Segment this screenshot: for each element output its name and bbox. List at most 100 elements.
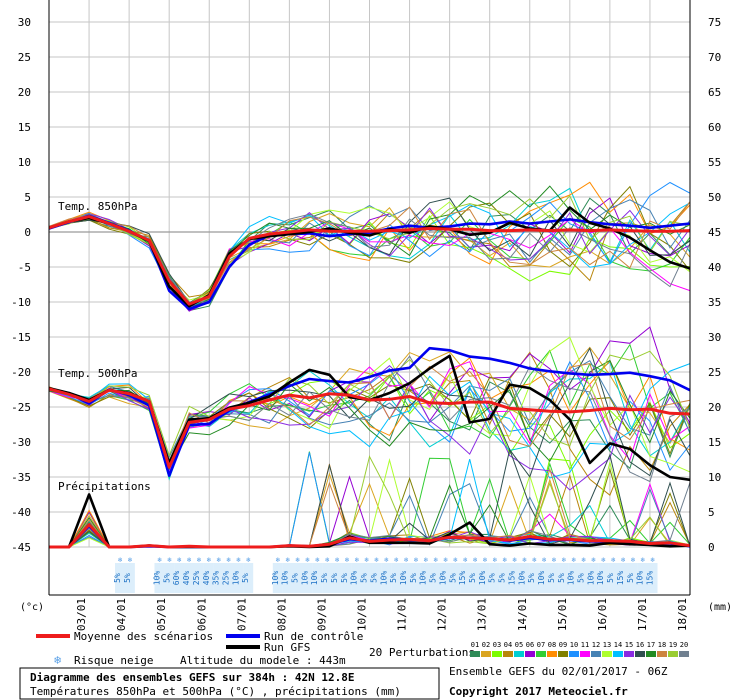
snowflake-icon: ❄	[226, 556, 230, 564]
snow-risk-cell	[598, 563, 609, 593]
snowflake-icon: ❄	[374, 556, 378, 564]
snow-risk-value: 15%	[507, 571, 516, 586]
perturbation-swatch	[602, 651, 612, 657]
perturbation-swatch-label: 19	[669, 641, 677, 649]
perturbation-09-t850	[48, 185, 691, 306]
perturbation-swatch	[569, 651, 579, 657]
left-tick-label: -25	[11, 401, 31, 414]
snow-risk-cell	[400, 563, 411, 593]
snow-risk-value: 5%	[330, 573, 339, 583]
snow-risk-value: 5%	[626, 573, 635, 583]
snow-risk-cell	[627, 563, 638, 593]
snow-risk-value: 15%	[646, 571, 655, 586]
snowflake-icon: ❄	[581, 556, 585, 564]
snow-risk-cell	[499, 563, 510, 593]
snowflake-icon: ❄	[512, 556, 516, 564]
left-tick-label: -40	[11, 506, 31, 519]
right-tick-label: 65	[708, 86, 721, 99]
snow-risk-value: 10%	[537, 571, 546, 586]
snow-risk-cell	[578, 563, 589, 593]
snowflake-icon: ❄	[463, 556, 467, 564]
snow-risk-cell	[243, 563, 254, 593]
snow-risk-cell	[489, 563, 500, 593]
series-mean-t500	[48, 387, 691, 469]
snow-risk-value: 25%	[221, 571, 230, 586]
snow-risk-cell	[292, 563, 303, 593]
snow-risk-cell	[115, 563, 125, 593]
snowflake-icon: ❄	[631, 556, 635, 564]
snow-risk-cell	[617, 563, 628, 593]
snowflake-icon: ❄	[364, 556, 368, 564]
snow-risk-value: 35%	[212, 571, 221, 586]
left-tick-label: 15	[18, 121, 31, 134]
left-tick-label: 30	[18, 16, 31, 29]
snow-risk-value: 5%	[606, 573, 615, 583]
snowflake-icon: ❄	[453, 556, 457, 564]
snow-risk-cell	[558, 563, 569, 593]
series-mean-precip	[49, 523, 691, 549]
snowflake-icon: ❄	[591, 556, 595, 564]
perturbation-swatch	[591, 651, 601, 657]
right-tick-label: 70	[708, 51, 721, 64]
snowflake-icon: ❄	[286, 556, 290, 564]
snow-risk-value: 10%	[438, 571, 447, 586]
snow-risk-cell	[430, 563, 441, 593]
snow-risk-cell	[351, 563, 362, 593]
snow-risk-cell	[154, 563, 165, 593]
right-unit-label: (mm)	[708, 602, 732, 613]
legend-gfs-label: Run GFS	[264, 641, 310, 654]
perturbation-swatch-label: 04	[504, 641, 512, 649]
snow-risk-value: 5%	[576, 573, 585, 583]
snow-risk-value: 40%	[202, 571, 211, 586]
snowflake-icon: ❄	[54, 653, 61, 667]
legend-mean-label: Moyenne des scénarios	[74, 630, 213, 643]
right-tick-label: 10	[708, 471, 721, 484]
snow-risk-value: 5%	[340, 573, 349, 583]
snow-risk-cell	[509, 563, 520, 593]
perturbation-swatch	[470, 651, 480, 657]
left-tick-label: -20	[11, 366, 31, 379]
snow-risk-value: 5%	[409, 573, 418, 583]
snow-risk-value: 5%	[488, 573, 497, 583]
perturbation-swatch	[481, 651, 491, 657]
series-control-t500	[48, 346, 691, 477]
left-tick-label: -5	[18, 261, 31, 274]
perturbation-swatch-label: 03	[493, 641, 501, 649]
snow-risk-cell	[272, 563, 283, 593]
right-tick-label: 35	[708, 296, 721, 309]
right-tick-label: 20	[708, 401, 721, 414]
snowflake-icon: ❄	[167, 556, 171, 564]
x-tick-label: 14/01	[516, 598, 529, 631]
x-tick-label: 04/01	[115, 598, 128, 631]
snowflake-icon: ❄	[542, 556, 546, 564]
x-tick-label: 07/01	[235, 598, 248, 631]
main-series-lines	[48, 206, 691, 549]
x-tick-label: 06/01	[195, 598, 208, 631]
snow-risk-cell	[193, 563, 204, 593]
snow-risk-cell	[539, 563, 550, 593]
snow-risk-cell	[164, 563, 175, 593]
snow-risk-value: 5%	[389, 573, 398, 583]
snow-risk-value: 10%	[152, 571, 161, 586]
snow-risk-value: 10%	[478, 571, 487, 586]
snow-risk-value: 10%	[586, 571, 595, 586]
snowflake-icon: ❄	[177, 556, 181, 564]
snowflake-icon: ❄	[276, 556, 280, 564]
snow-risk-value: 5%	[162, 573, 171, 583]
snow-risk-cell	[381, 563, 392, 593]
snow-risk-value: 15%	[458, 571, 467, 586]
snow-risk-cell	[174, 563, 185, 593]
snowflake-icon: ❄	[394, 556, 398, 564]
snowflake-icon: ❄	[414, 556, 418, 564]
perturbation-swatch-label: 20	[680, 641, 688, 649]
footer-copyright: Copyright 2017 Meteociel.fr	[449, 685, 628, 698]
snow-risk-value: 25%	[192, 571, 201, 586]
snow-risk-cell	[519, 563, 530, 593]
perturbation-swatch-label: 13	[603, 641, 611, 649]
perturbation-swatch	[503, 651, 513, 657]
snow-risk-cell	[124, 563, 135, 593]
snowflake-icon: ❄	[473, 556, 477, 564]
snow-risk-cell	[440, 563, 451, 593]
x-tick-label: 18/01	[676, 598, 689, 631]
